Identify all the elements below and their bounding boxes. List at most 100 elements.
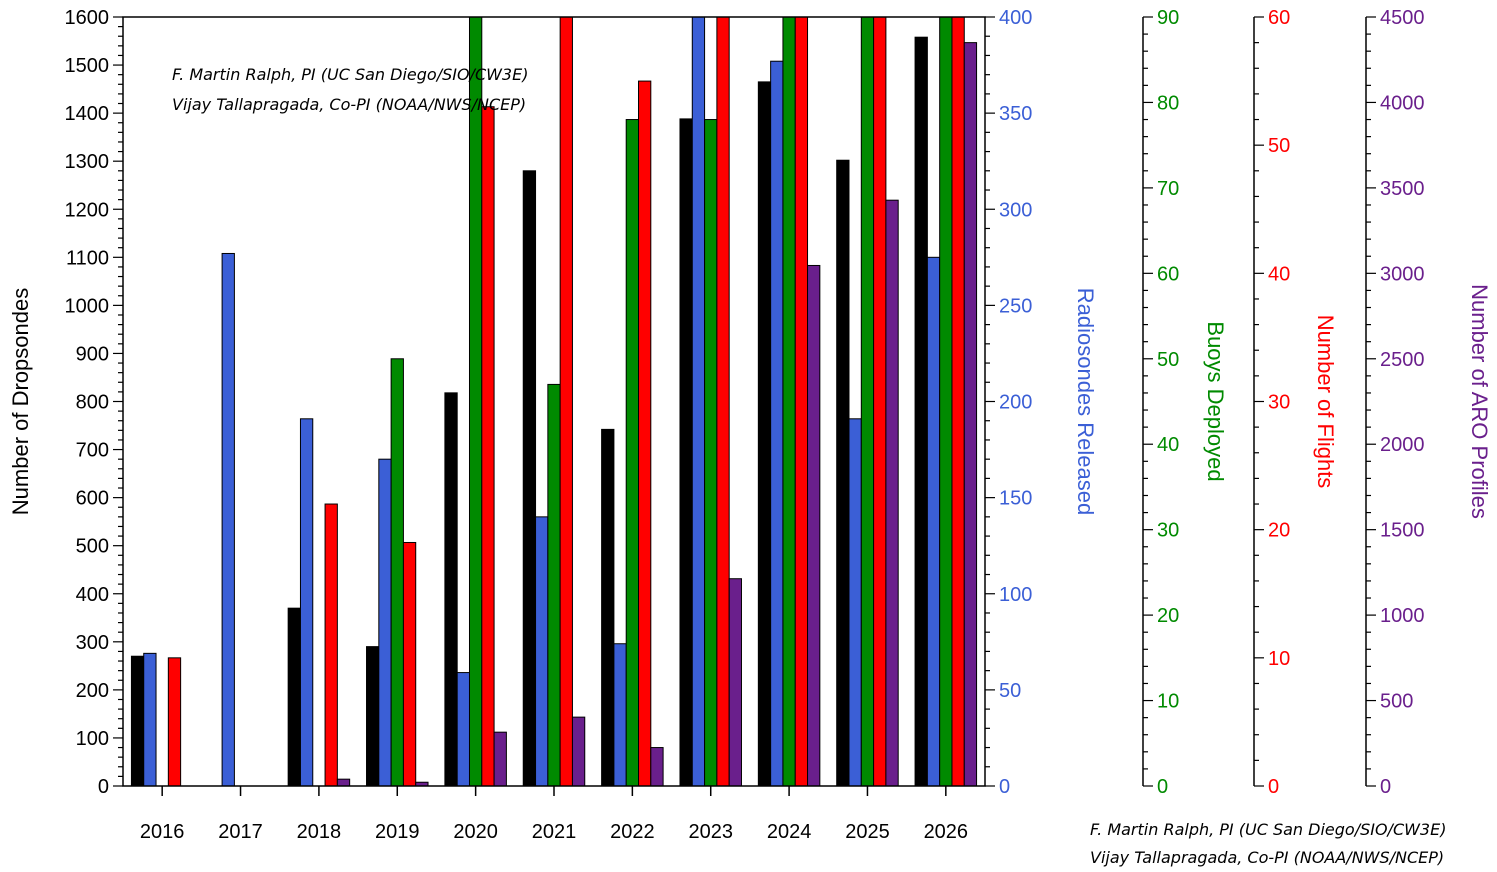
bar-dropsondes-2026 — [914, 36, 928, 787]
y-tick-label-dropsondes: 100 — [76, 728, 109, 750]
bar-radiosondes-2025 — [848, 418, 862, 787]
y-tick-label-aro: 2500 — [1380, 349, 1425, 371]
bar-flights-2024 — [794, 16, 809, 787]
bar-radiosondes-2019 — [378, 458, 392, 787]
y-tick-label-buoys: 20 — [1157, 605, 1179, 627]
bar-radiosondes-2023 — [691, 16, 706, 787]
bar-aro-2026 — [963, 42, 978, 787]
bar-buoys-2026 — [939, 16, 953, 787]
y-tick-label-buoys: 90 — [1157, 7, 1179, 29]
y-tick-label-flights: 40 — [1268, 263, 1290, 285]
y-tick-label-dropsondes: 1100 — [66, 247, 109, 269]
bar-dropsondes-2021 — [522, 170, 537, 787]
y-tick-label-aro: 4500 — [1380, 7, 1425, 29]
y-tick-label-aro: 2000 — [1380, 434, 1425, 456]
y-tick-label-dropsondes: 1200 — [65, 199, 110, 221]
y-tick-label-dropsondes: 400 — [76, 584, 109, 606]
y-tick-label-aro: 3500 — [1380, 178, 1425, 200]
y-tick-label-buoys: 0 — [1157, 776, 1168, 798]
bar-buoys-2024 — [782, 16, 796, 787]
y-tick-label-aro: 3000 — [1380, 263, 1425, 285]
x-tick-label-2016: 2016 — [140, 821, 185, 843]
axis-title-radiosondes: Radiosondes Released — [1073, 288, 1098, 516]
axis-title-buoys: Buoys Deployed — [1203, 321, 1228, 481]
y-tick-label-dropsondes: 1300 — [65, 151, 110, 173]
y-tick-label-flights: 0 — [1268, 776, 1279, 798]
bar-radiosondes-2024 — [770, 60, 784, 787]
y-tick-label-dropsondes: 300 — [76, 632, 109, 654]
y-tick-label-buoys: 10 — [1157, 691, 1179, 713]
y-tick-label-radiosondes: 400 — [999, 7, 1032, 29]
bar-radiosondes-2017 — [221, 252, 235, 787]
bar-dropsondes-2022 — [601, 428, 615, 787]
bar-radiosondes-2020 — [456, 672, 470, 787]
x-tick-label-2023: 2023 — [688, 821, 733, 843]
y-tick-label-dropsondes: 1000 — [65, 295, 110, 317]
bar-aro-2022 — [650, 747, 664, 787]
bar-flights-2023 — [716, 16, 730, 787]
y-tick-label-aro: 1000 — [1380, 605, 1425, 627]
bar-flights-2022 — [638, 80, 652, 787]
y-tick-label-buoys: 60 — [1157, 263, 1179, 285]
bar-flights-2026 — [951, 16, 965, 787]
x-tick-label-2018: 2018 — [297, 821, 342, 843]
bar-dropsondes-2023 — [679, 118, 693, 787]
y-tick-label-radiosondes: 0 — [999, 776, 1010, 798]
bar-radiosondes-2016 — [143, 652, 157, 787]
y-tick-label-dropsondes: 600 — [76, 488, 109, 510]
bar-aro-2020 — [493, 731, 507, 787]
bar-flights-2016 — [167, 657, 182, 787]
y-tick-label-aro: 0 — [1380, 776, 1391, 798]
credit-footer: F. Martin Ralph, PI (UC San Diego/SIO/CW… — [1090, 816, 1497, 872]
bar-aro-2018 — [336, 778, 351, 787]
y-tick-label-radiosondes: 350 — [999, 103, 1032, 125]
bar-aro-2024 — [807, 264, 821, 787]
x-tick-label-2025: 2025 — [845, 821, 890, 843]
x-tick-label-2019: 2019 — [375, 821, 420, 843]
y-tick-label-dropsondes: 1400 — [65, 103, 110, 125]
bar-flights-2021 — [559, 16, 573, 787]
x-tick-label-2022: 2022 — [610, 821, 655, 843]
bar-dropsondes-2024 — [757, 81, 772, 787]
axis-title-flights: Number of Flights — [1313, 315, 1338, 489]
y-tick-label-radiosondes: 200 — [999, 392, 1032, 414]
y-tick-label-dropsondes: 1500 — [65, 55, 110, 77]
y-tick-label-dropsondes: 0 — [98, 776, 109, 798]
y-tick-label-flights: 30 — [1268, 392, 1290, 414]
bar-dropsondes-2019 — [366, 646, 380, 787]
bar-flights-2019 — [402, 541, 417, 787]
y-tick-label-radiosondes: 50 — [999, 680, 1021, 702]
x-tick-label-2026: 2026 — [924, 821, 969, 843]
y-tick-label-aro: 500 — [1380, 691, 1413, 713]
x-tick-label-2021: 2021 — [532, 821, 577, 843]
y-tick-label-dropsondes: 500 — [76, 536, 109, 558]
bar-radiosondes-2021 — [535, 516, 549, 787]
bar-aro-2021 — [571, 716, 586, 787]
y-tick-label-buoys: 50 — [1157, 349, 1179, 371]
bar-buoys-2025 — [860, 16, 875, 787]
y-tick-label-flights: 20 — [1268, 520, 1290, 542]
bar-flights-2018 — [324, 503, 338, 787]
credit-copi-line: Vijay Tallapragada, Co-PI (NOAA/NWS/NCEP… — [172, 95, 527, 114]
bar-dropsondes-2016 — [130, 655, 145, 787]
bar-buoys-2019 — [390, 358, 404, 787]
y-tick-label-flights: 60 — [1268, 7, 1290, 29]
y-tick-label-flights: 10 — [1268, 648, 1290, 670]
credit-box: F. Martin Ralph, PI (UC San Diego/SIO/CW… — [172, 60, 528, 120]
y-tick-label-buoys: 30 — [1157, 520, 1179, 542]
bar-dropsondes-2020 — [444, 392, 458, 787]
bar-aro-2025 — [885, 199, 899, 787]
x-tick-label-2024: 2024 — [767, 821, 812, 843]
footer-copi-line: Vijay Tallapragada, Co-PI (NOAA/NWS/NCEP… — [1090, 848, 1445, 867]
bars-layer — [130, 16, 978, 787]
y-tick-label-dropsondes: 200 — [76, 680, 109, 702]
bar-dropsondes-2018 — [287, 607, 301, 787]
bar-buoys-2022 — [625, 119, 640, 787]
y-tick-label-buoys: 70 — [1157, 178, 1179, 200]
chart: 2016 2017 2018 2019 2020 2021 2022 2023 2024 2025… — [8, 7, 1492, 843]
bar-radiosondes-2022 — [613, 643, 627, 787]
y-tick-label-dropsondes: 900 — [76, 343, 109, 365]
bar-aro-2023 — [728, 578, 742, 787]
x-tick-label-2017: 2017 — [218, 821, 263, 843]
bar-dropsondes-2025 — [836, 159, 850, 787]
